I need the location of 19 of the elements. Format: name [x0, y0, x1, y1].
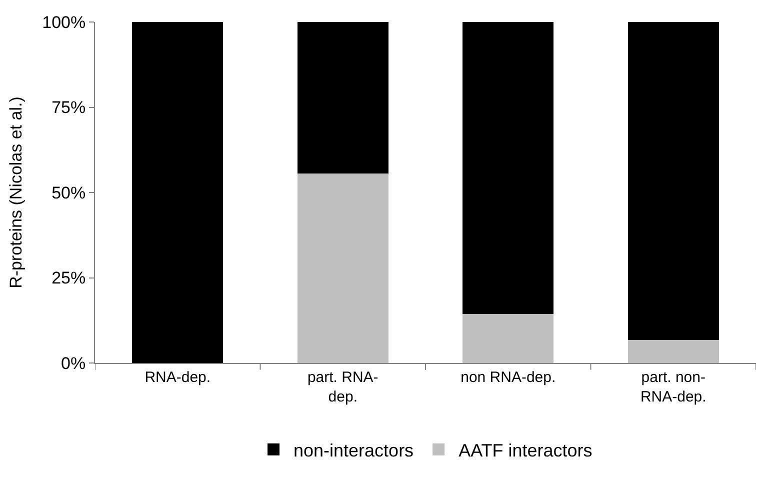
bar	[132, 22, 224, 363]
y-tick-label: 50%	[52, 183, 86, 202]
legend-label: AATF interactors	[458, 440, 592, 460]
y-tick-label: 25%	[52, 268, 86, 288]
x-tick-label: part. non-RNA-dep.	[640, 369, 706, 406]
bar	[297, 173, 388, 363]
bar	[628, 22, 719, 340]
bar	[462, 22, 554, 314]
y-tick-label: 0%	[61, 354, 86, 373]
x-tick-label: non RNA-dep.	[460, 369, 556, 386]
y-tick-label: 100%	[42, 12, 86, 32]
legend-label: non-interactors	[294, 440, 414, 460]
bar	[297, 22, 388, 174]
bar	[462, 314, 554, 363]
y-tick-label: 75%	[52, 98, 86, 118]
x-tick-label: part. RNA-dep.	[307, 369, 378, 406]
x-tick-label: RNA-dep.	[144, 369, 211, 386]
y-axis-title: R-proteins (Nicolas et al.)	[6, 96, 26, 288]
bar	[628, 340, 719, 363]
